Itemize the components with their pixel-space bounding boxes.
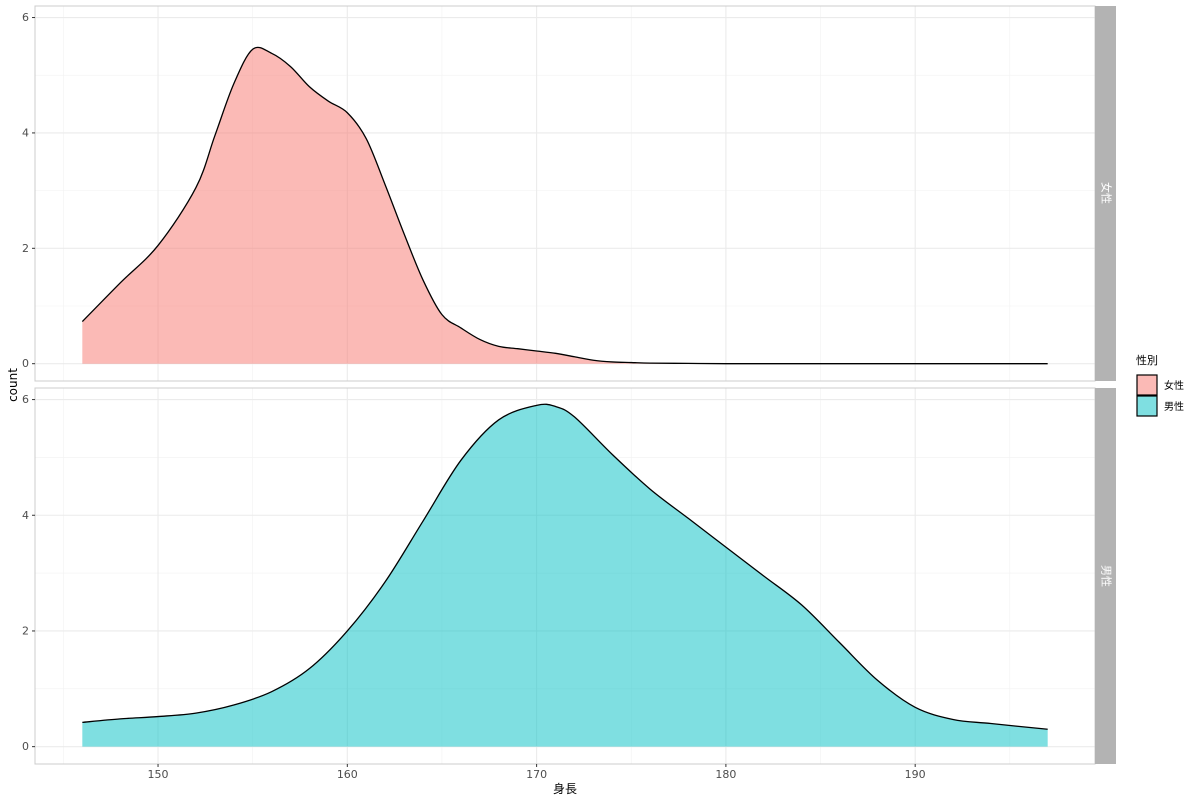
strip-bottom xyxy=(1095,388,1116,764)
y-tick-label: 6 xyxy=(22,11,29,24)
y-axis-title: count xyxy=(6,368,20,402)
y-tick-label: 2 xyxy=(22,624,29,637)
legend-label-male: 男性 xyxy=(1164,400,1184,413)
legend-label-female: 女性 xyxy=(1164,379,1184,392)
legend: 性別 女性 男性 xyxy=(1136,353,1184,417)
x-tick-label: 180 xyxy=(715,768,736,781)
strip-top xyxy=(1095,6,1116,381)
y-tick-label: 4 xyxy=(22,126,29,139)
density-line-female xyxy=(81,46,1048,365)
x-tick-label: 190 xyxy=(905,768,926,781)
x-tick-label: 160 xyxy=(337,768,358,781)
y-tick-label: 0 xyxy=(22,357,29,370)
y-tick-label: 0 xyxy=(22,740,29,753)
legend-key-female xyxy=(1136,374,1158,396)
x-tick-label: 150 xyxy=(148,768,169,781)
x-axis-title: 身長 xyxy=(553,781,577,796)
y-tick-label: 2 xyxy=(22,242,29,255)
density-area-female xyxy=(82,47,1048,364)
axis-ticks: 0 2 4 6 0 2 4 6 150 160 170 180 190 xyxy=(22,11,926,781)
strip-label-male: 男性 xyxy=(1100,565,1114,587)
x-tick-label: 170 xyxy=(526,768,547,781)
y-tick-label: 6 xyxy=(22,393,29,406)
density-area-male xyxy=(82,404,1048,747)
y-tick-label: 4 xyxy=(22,509,29,522)
density-line-male xyxy=(82,403,1048,730)
strip-label-female: 女性 xyxy=(1100,182,1114,204)
legend-key-male xyxy=(1136,395,1158,417)
legend-title: 性別 xyxy=(1136,353,1158,367)
